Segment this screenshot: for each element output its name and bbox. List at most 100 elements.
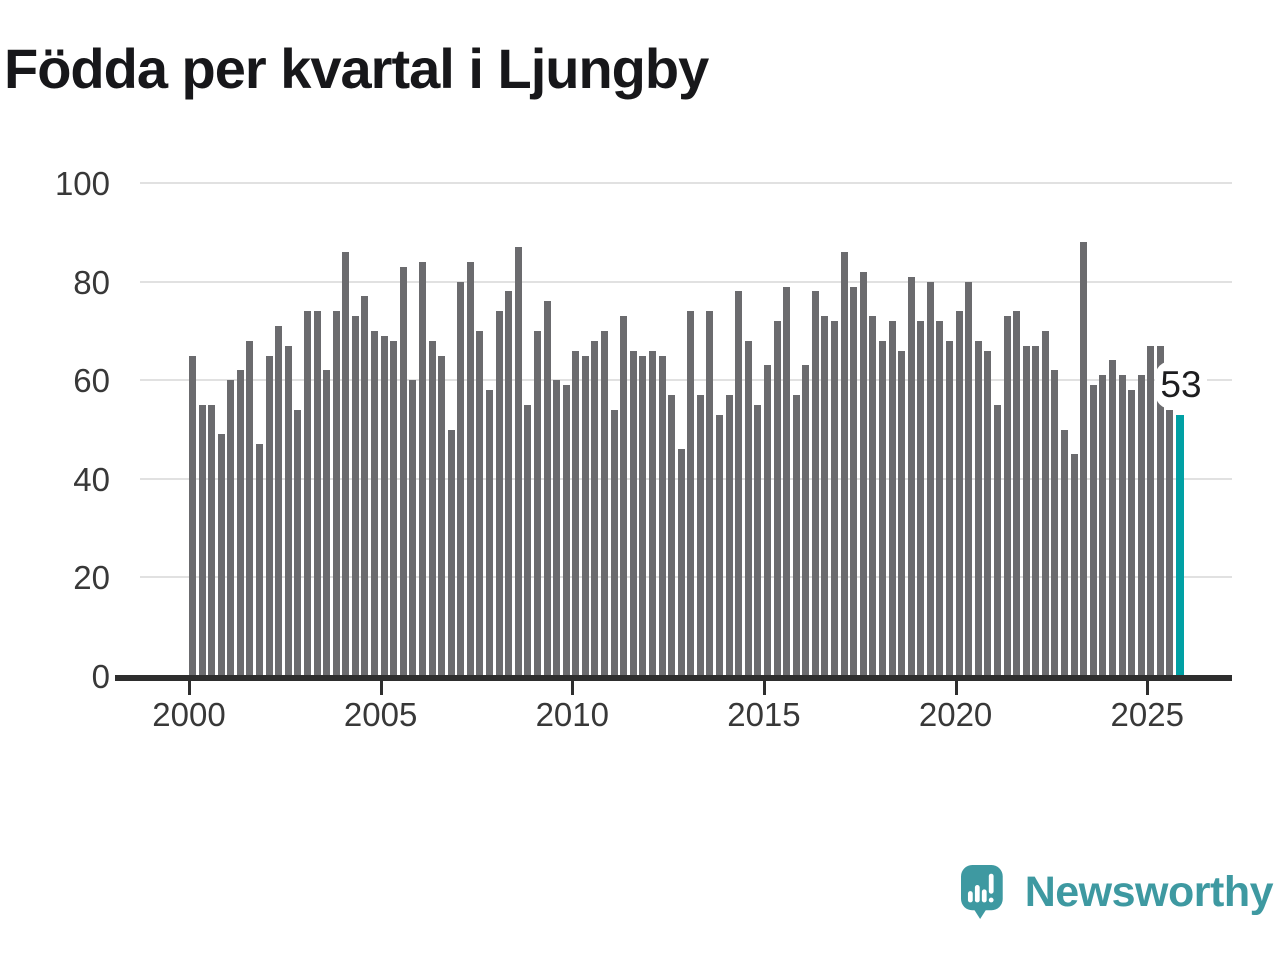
bar-quarter-70 [859, 271, 867, 678]
bar-quarter-31 [486, 390, 494, 678]
x-tick-label-2010: 2010 [535, 696, 609, 733]
bar-quarter-36 [533, 330, 541, 678]
bar-quarter-12 [303, 311, 311, 678]
bar-quarter-32 [495, 311, 503, 678]
x-tick-label-2000: 2000 [152, 696, 226, 733]
bar-quarter-58 [744, 340, 752, 678]
bar-quarter-3 [217, 434, 225, 678]
bar-quarter-13 [313, 311, 321, 678]
bar-quarter-23 [409, 380, 417, 678]
gridline-80 [140, 280, 1232, 283]
bar-quarter-22 [399, 266, 407, 678]
bar-quarter-100 [1147, 345, 1155, 678]
bar-quarter-9 [275, 325, 283, 678]
bar-quarter-35 [524, 404, 532, 678]
bar-quarter-85 [1003, 316, 1011, 678]
bar-quarter-7 [256, 444, 264, 678]
x-tick-label-2025: 2025 [1110, 696, 1184, 733]
bar-quarter-74 [898, 350, 906, 678]
bar-quarter-81 [965, 281, 973, 678]
bar-quarter-75 [907, 276, 915, 678]
bar-quarter-25 [428, 340, 436, 678]
bar-quarter-54 [706, 311, 714, 678]
bar-quarter-49 [658, 355, 666, 678]
bar-highlight-latest-quarter [1176, 414, 1184, 678]
x-tick-2005 [379, 681, 383, 695]
x-axis-line [115, 675, 1232, 681]
x-tick-label-2005: 2005 [343, 696, 418, 733]
gridline-20 [140, 576, 1232, 579]
y-tick-label-80: 80 [73, 263, 110, 301]
y-tick-label-60: 60 [73, 362, 110, 400]
bar-quarter-56 [725, 394, 733, 678]
bar-quarter-38 [553, 380, 561, 678]
bar-quarter-67 [831, 321, 839, 678]
bar-quarter-69 [850, 286, 858, 678]
bar-quarter-76 [917, 321, 925, 678]
bar-quarter-15 [332, 311, 340, 678]
y-tick-label-0: 0 [91, 658, 110, 695]
x-tick-label-2020: 2020 [918, 696, 993, 733]
bar-quarter-44 [610, 409, 618, 678]
bar-quarter-99 [1137, 375, 1145, 678]
gridline-40 [140, 477, 1232, 480]
bar-quarter-24 [418, 261, 426, 678]
bar-quarter-62 [783, 286, 791, 678]
bar-quarter-91 [1061, 429, 1068, 678]
bar-quarter-102 [1166, 409, 1174, 678]
bar-quarter-45 [620, 316, 628, 678]
x-tick-2000 [188, 681, 191, 695]
x-tick-label-2015: 2015 [727, 696, 801, 733]
bar-quarter-47 [639, 355, 647, 678]
bar-quarter-59 [754, 404, 762, 678]
bar-quarter-63 [792, 394, 800, 678]
bar-quarter-86 [1013, 311, 1021, 678]
x-tick-2015 [762, 681, 766, 695]
bar-quarter-20 [380, 335, 388, 678]
bar-quarter-98 [1128, 390, 1136, 678]
bar-quarter-50 [668, 394, 676, 678]
gridline-60 [140, 379, 1232, 382]
bar-quarter-87 [1022, 345, 1030, 678]
bar-quarter-27 [447, 429, 455, 678]
bar-quarter-60 [763, 365, 771, 678]
bar-quarter-34 [514, 247, 522, 678]
page-title: Födda per kvartal i Ljungby [4, 37, 709, 100]
bar-quarter-41 [581, 355, 589, 678]
bar-quarter-43 [601, 330, 609, 678]
bar-quarter-37 [543, 301, 551, 678]
bar-quarter-84 [993, 404, 1001, 678]
bar-quarter-21 [390, 340, 398, 678]
bar-quarter-96 [1108, 360, 1116, 678]
bar-quarter-48 [648, 350, 656, 678]
bar-quarter-11 [294, 409, 302, 678]
bar-quarter-52 [687, 311, 695, 678]
bar-quarter-71 [869, 316, 877, 678]
bar-quarter-19 [371, 330, 379, 678]
bar-quarter-72 [878, 340, 886, 678]
bar-quarter-18 [361, 296, 369, 678]
bar-quarter-17 [351, 316, 359, 678]
bar-quarter-14 [323, 370, 331, 678]
y-tick-label-40: 40 [73, 460, 110, 498]
x-tick-2010 [571, 681, 575, 695]
bar-quarter-39 [562, 385, 570, 678]
bar-quarter-82 [974, 340, 982, 678]
bar-quarter-5 [236, 370, 244, 678]
bar-quarter-88 [1032, 345, 1040, 678]
bar-quarter-57 [735, 291, 743, 678]
x-tick-2025 [1146, 681, 1150, 695]
bar-quarter-83 [984, 350, 992, 678]
y-tick-label-20: 20 [73, 559, 110, 597]
bar-quarter-10 [284, 345, 292, 678]
bar-quarter-30 [476, 330, 484, 678]
bar-quarter-26 [438, 355, 446, 678]
bar-quarter-6 [246, 340, 254, 678]
newsworthy-logo-icon [961, 865, 1003, 919]
bar-quarter-77 [926, 281, 934, 678]
bar-quarter-92 [1070, 454, 1078, 678]
bar-quarter-73 [888, 321, 896, 678]
bar-quarter-90 [1051, 370, 1059, 678]
